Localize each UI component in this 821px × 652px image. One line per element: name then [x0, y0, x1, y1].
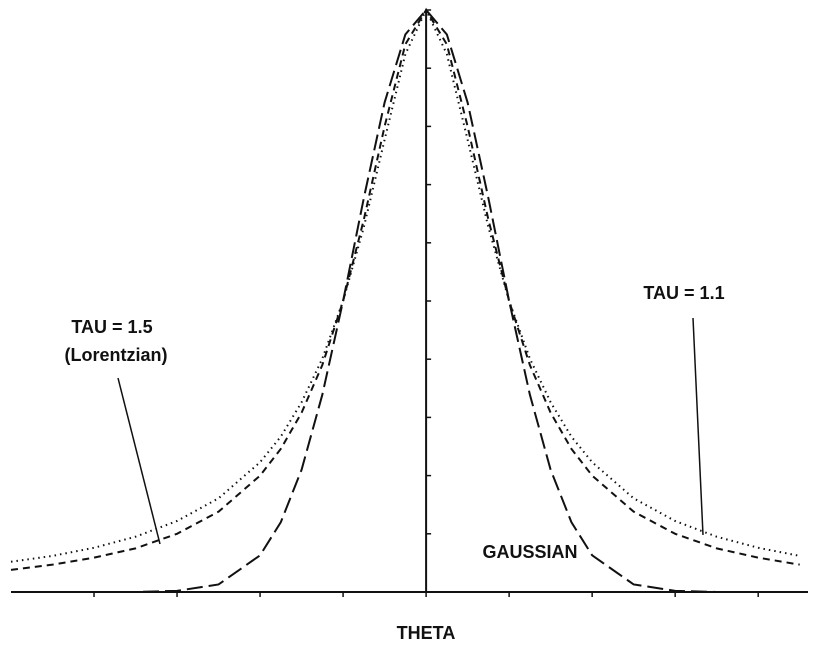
- leader-line: [117, 377, 161, 545]
- series-label: TAU = 1.5: [71, 317, 152, 337]
- x-axis-label: THETA: [397, 623, 456, 643]
- series-line: [10, 8, 800, 571]
- series-label: GAUSSIAN: [482, 542, 577, 562]
- series-annotation: (Lorentzian): [65, 345, 168, 365]
- series-label: TAU = 1.1: [643, 283, 724, 303]
- leader-line: [692, 317, 704, 536]
- series-line: [11, 8, 800, 593]
